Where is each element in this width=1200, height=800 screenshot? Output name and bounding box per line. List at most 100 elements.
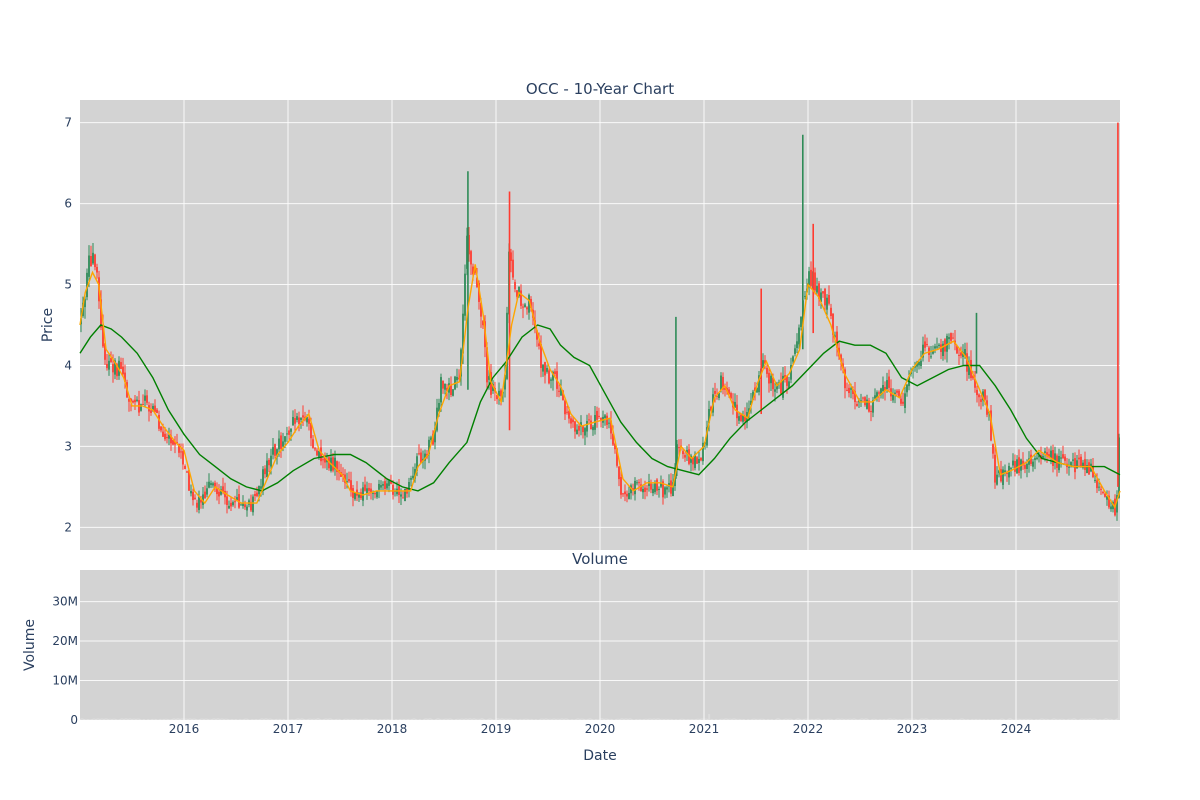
- candle-body: [1036, 457, 1038, 459]
- volume-bar: [368, 718, 372, 720]
- volume-bar: [1096, 719, 1100, 720]
- candle-body: [402, 497, 404, 499]
- candle-body: [920, 360, 922, 367]
- candle-body: [828, 294, 830, 304]
- volume-bar: [920, 718, 924, 720]
- candle-body: [486, 347, 488, 383]
- volume-bar: [380, 719, 384, 720]
- volume-bar: [848, 718, 852, 720]
- candle-body: [682, 451, 684, 455]
- candle-body: [768, 372, 770, 384]
- candle-body: [500, 390, 502, 397]
- candle-body: [612, 433, 614, 445]
- x-tick-label: 2020: [585, 722, 616, 736]
- volume-bar: [924, 718, 928, 720]
- candle-body: [468, 234, 470, 255]
- volume-bar: [868, 719, 872, 720]
- candle-body: [878, 392, 880, 394]
- candle-body: [352, 488, 354, 498]
- volume-bar: [264, 718, 268, 720]
- candle-body: [1012, 460, 1014, 466]
- volume-bar: [480, 718, 484, 720]
- volume-bar: [1052, 718, 1056, 720]
- candle-body: [854, 391, 856, 403]
- volume-bar: [424, 718, 428, 720]
- candle-body: [282, 441, 284, 447]
- volume-bar: [752, 718, 756, 720]
- candle-body: [578, 426, 580, 431]
- candle-body: [358, 494, 360, 498]
- volume-bar: [400, 718, 404, 720]
- volume-bar: [688, 719, 692, 720]
- candle-body: [168, 434, 170, 439]
- candle-body: [1098, 486, 1100, 488]
- volume-bar: [972, 718, 976, 720]
- volume-bar: [676, 719, 680, 720]
- volume-bar: [948, 718, 952, 720]
- candle-body: [550, 379, 552, 381]
- candle-body: [444, 383, 446, 390]
- candle-body: [754, 387, 756, 392]
- candle-body: [664, 487, 666, 495]
- volume-bar: [1108, 718, 1112, 720]
- candle-body: [902, 401, 904, 404]
- candle-body: [106, 364, 108, 369]
- volume-bar-spike: [469, 718, 471, 720]
- candle-body: [136, 399, 138, 401]
- volume-bar: [684, 719, 688, 720]
- volume-bar: [772, 719, 776, 720]
- volume-bar: [616, 718, 620, 720]
- volume-bar: [760, 718, 764, 720]
- candle-body: [844, 369, 846, 389]
- candle-body: [506, 312, 508, 379]
- volume-bar: [724, 718, 728, 720]
- candle-body: [584, 428, 586, 436]
- volume-bar: [268, 718, 272, 720]
- volume-bar: [500, 718, 504, 720]
- candle-body: [430, 437, 432, 440]
- candle-body: [1052, 449, 1054, 466]
- candle-body: [960, 352, 962, 356]
- volume-bar: [152, 718, 156, 720]
- candle-body: [250, 501, 252, 511]
- volume-bar: [188, 718, 192, 720]
- x-tick-label: 2016: [169, 722, 200, 736]
- volume-bar: [988, 719, 992, 720]
- candle-body: [456, 376, 458, 381]
- volume-bar: [1076, 719, 1080, 720]
- candle-body: [410, 478, 412, 480]
- volume-bar: [1040, 718, 1044, 720]
- candle-body: [146, 395, 148, 403]
- candle-body: [366, 488, 368, 494]
- x-tick-label: 2019: [481, 722, 512, 736]
- volume-bar: [392, 719, 396, 720]
- volume-bar: [328, 718, 332, 720]
- volume-bar: [824, 718, 828, 720]
- volume-bar: [396, 719, 400, 720]
- candle-body: [972, 375, 974, 379]
- candle-body: [166, 437, 168, 439]
- candle-body: [562, 390, 564, 401]
- candle-body: [698, 459, 700, 464]
- volume-bar: [524, 718, 528, 720]
- candle-body: [238, 494, 240, 508]
- volume-bar: [692, 719, 696, 720]
- volume-bar: [576, 718, 580, 720]
- candle-body: [530, 298, 532, 309]
- volume-bar: [292, 719, 296, 720]
- candle-body: [592, 426, 594, 431]
- volume-bar: [856, 719, 860, 720]
- chart-title: OCC - 10-Year Chart: [526, 80, 674, 98]
- candle-body: [134, 399, 136, 403]
- candle-body: [570, 418, 572, 424]
- volume-bar: [704, 718, 708, 720]
- volume-bar: [148, 719, 152, 720]
- candle-body: [1080, 456, 1082, 466]
- candle-body: [464, 273, 466, 316]
- volume-bar: [256, 718, 260, 720]
- volume-bar: [452, 719, 456, 720]
- candle-body: [1018, 457, 1020, 473]
- candle-body: [306, 417, 308, 423]
- candle-body: [488, 376, 490, 380]
- candle-body: [310, 422, 312, 439]
